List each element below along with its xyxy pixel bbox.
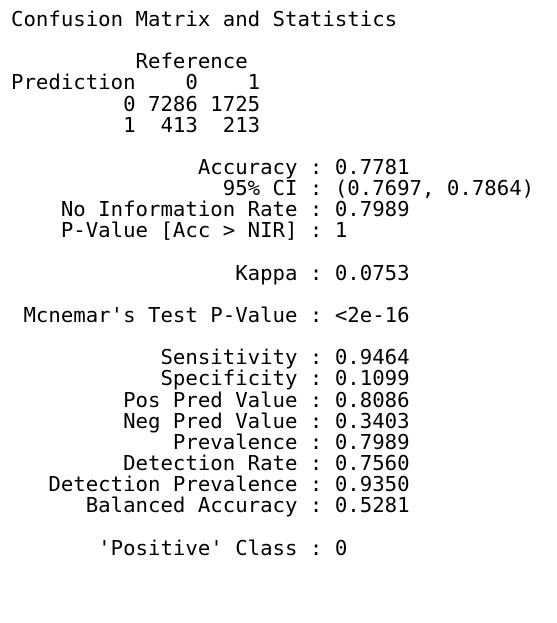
blank-line [11, 136, 534, 157]
stat-accuracy: Accuracy : 0.7781 [11, 154, 410, 179]
blank-line [11, 326, 534, 347]
matrix-column-header: Prediction 0 1 [11, 70, 261, 95]
blank-line [11, 284, 534, 305]
stat-balanced-accuracy: Balanced Accuracy : 0.5281 [11, 493, 410, 518]
blank-line [11, 516, 534, 537]
matrix-row-1: 1 413 213 [11, 112, 261, 137]
console-output: Confusion Matrix and Statistics Referenc… [11, 7, 535, 560]
stat-p-value-acc-nir: P-Value [Acc > NIR] : 1 [11, 218, 348, 243]
output-title: Confusion Matrix and Statistics [11, 7, 398, 31]
stat-detection-rate: Detection Rate : 0.7560 [11, 450, 410, 475]
stat-prevalence: Prevalence : 0.7989 [11, 429, 410, 454]
blank-line [11, 30, 534, 51]
stat-sensitivity: Sensitivity : 0.9464 [11, 345, 410, 370]
matrix-reference-header: Reference [11, 49, 248, 74]
stat-95-ci: 95% CI : (0.7697, 0.7864) [11, 176, 535, 201]
stat-kappa: Kappa : 0.0753 [11, 260, 410, 285]
stat-specificity: Specificity : 0.1099 [11, 366, 410, 391]
stat-mcnemar-p-value: Mcnemar's Test P-Value : <2e-16 [11, 302, 410, 327]
matrix-row-0: 0 7286 1725 [11, 91, 261, 116]
stat-neg-pred-value: Neg Pred Value : 0.3403 [11, 408, 410, 433]
stat-no-information-rate: No Information Rate : 0.7989 [11, 197, 410, 222]
stat-detection-prevalence: Detection Prevalence : 0.9350 [11, 472, 410, 497]
stat-pos-pred-value: Pos Pred Value : 0.8086 [11, 387, 410, 412]
blank-line [11, 242, 534, 263]
stat-positive-class: 'Positive' Class : 0 [11, 535, 348, 560]
